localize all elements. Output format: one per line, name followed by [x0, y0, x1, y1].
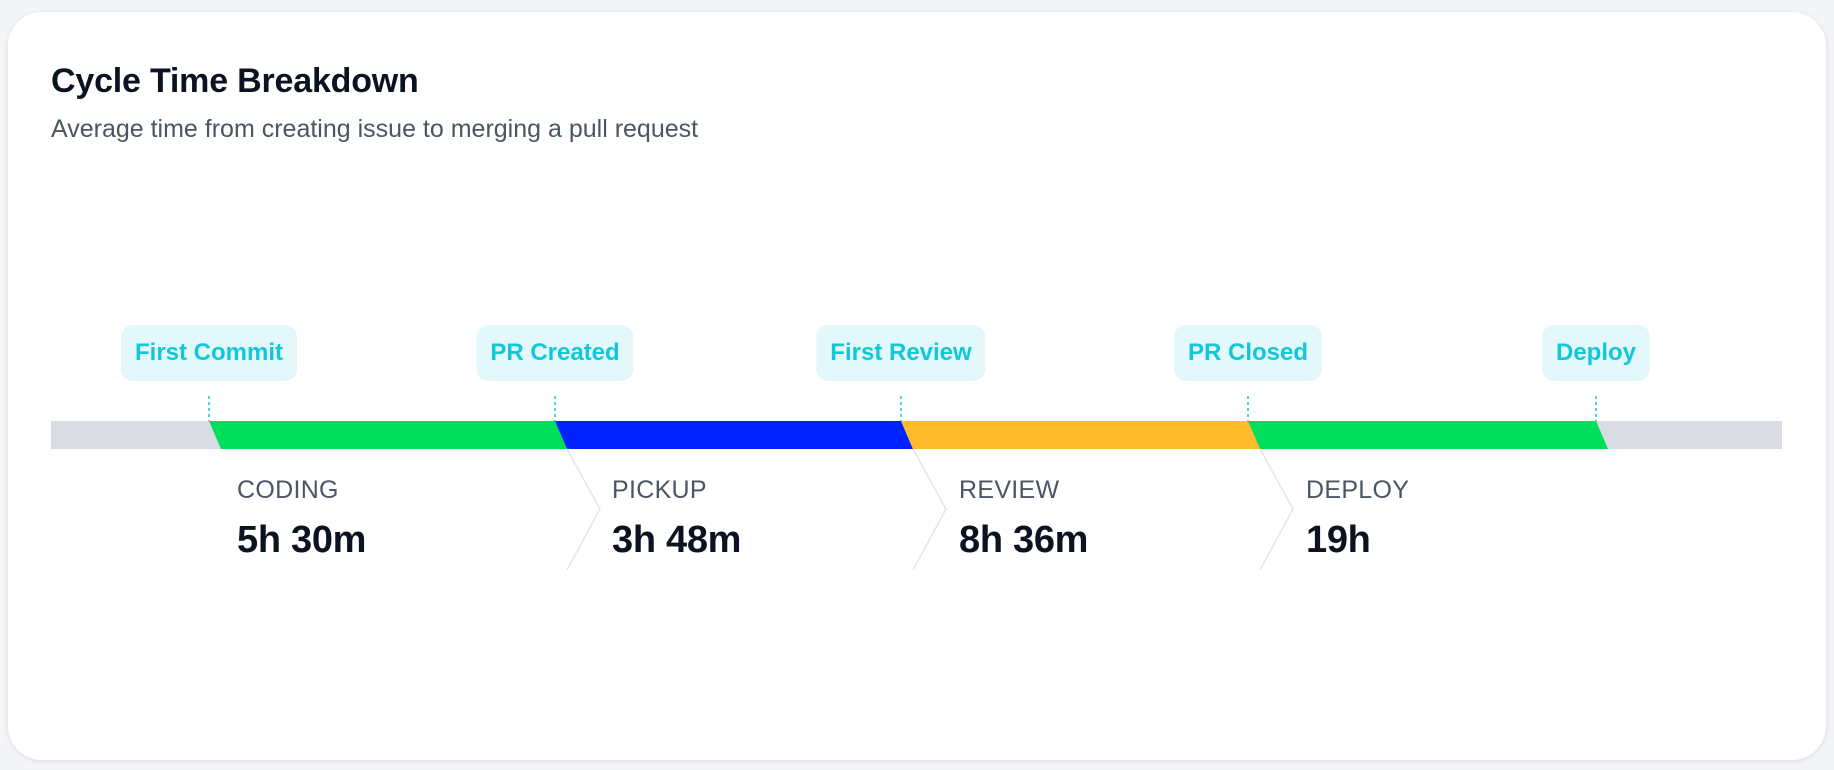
cycle-time-card: Cycle Time Breakdown Average time from c… [8, 12, 1826, 760]
stage-connector-3 [1259, 448, 1294, 571]
stage-value-pickup: 3h 48m [612, 519, 742, 561]
stage-connector-2 [912, 448, 947, 571]
stage-segment-review [901, 421, 1260, 449]
stage-label-coding: CODING [237, 476, 339, 504]
stage-segment-pickup [555, 421, 913, 449]
stage-segment-deploy [1248, 421, 1608, 449]
timeline-track [51, 396, 1782, 571]
stage-connector-1 [566, 448, 601, 571]
stage-value-deploy: 19h [1306, 519, 1371, 561]
milestone-deploy: Deploy [1541, 325, 1651, 381]
stage-value-coding: 5h 30m [237, 519, 367, 561]
stage-label-pickup: PICKUP [612, 476, 707, 504]
card-title: Cycle Time Breakdown [51, 62, 419, 100]
card-subtitle: Average time from creating issue to merg… [51, 115, 699, 143]
milestone-pr-created: PR Created [476, 325, 634, 381]
stage-label-review: REVIEW [959, 476, 1060, 504]
stage-label-deploy: DEPLOY [1306, 476, 1410, 504]
milestone-first-commit: First Commit [120, 325, 298, 381]
milestone-pr-closed: PR Closed [1173, 325, 1323, 381]
stage-segment-coding [209, 421, 567, 449]
milestone-first-review: First Review [816, 325, 986, 381]
stage-value-review: 8h 36m [959, 519, 1089, 561]
